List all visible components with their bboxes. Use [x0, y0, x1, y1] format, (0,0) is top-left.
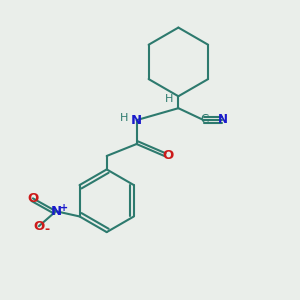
Text: H: H	[119, 113, 128, 123]
Text: +: +	[60, 202, 68, 213]
Text: N: N	[218, 113, 228, 126]
Text: N: N	[131, 114, 142, 127]
Text: O: O	[27, 192, 39, 205]
Text: O: O	[33, 220, 44, 232]
Text: N: N	[50, 205, 62, 218]
Text: O: O	[163, 149, 174, 162]
Text: H: H	[165, 94, 174, 103]
Text: C: C	[201, 113, 209, 126]
Text: -: -	[44, 223, 49, 236]
